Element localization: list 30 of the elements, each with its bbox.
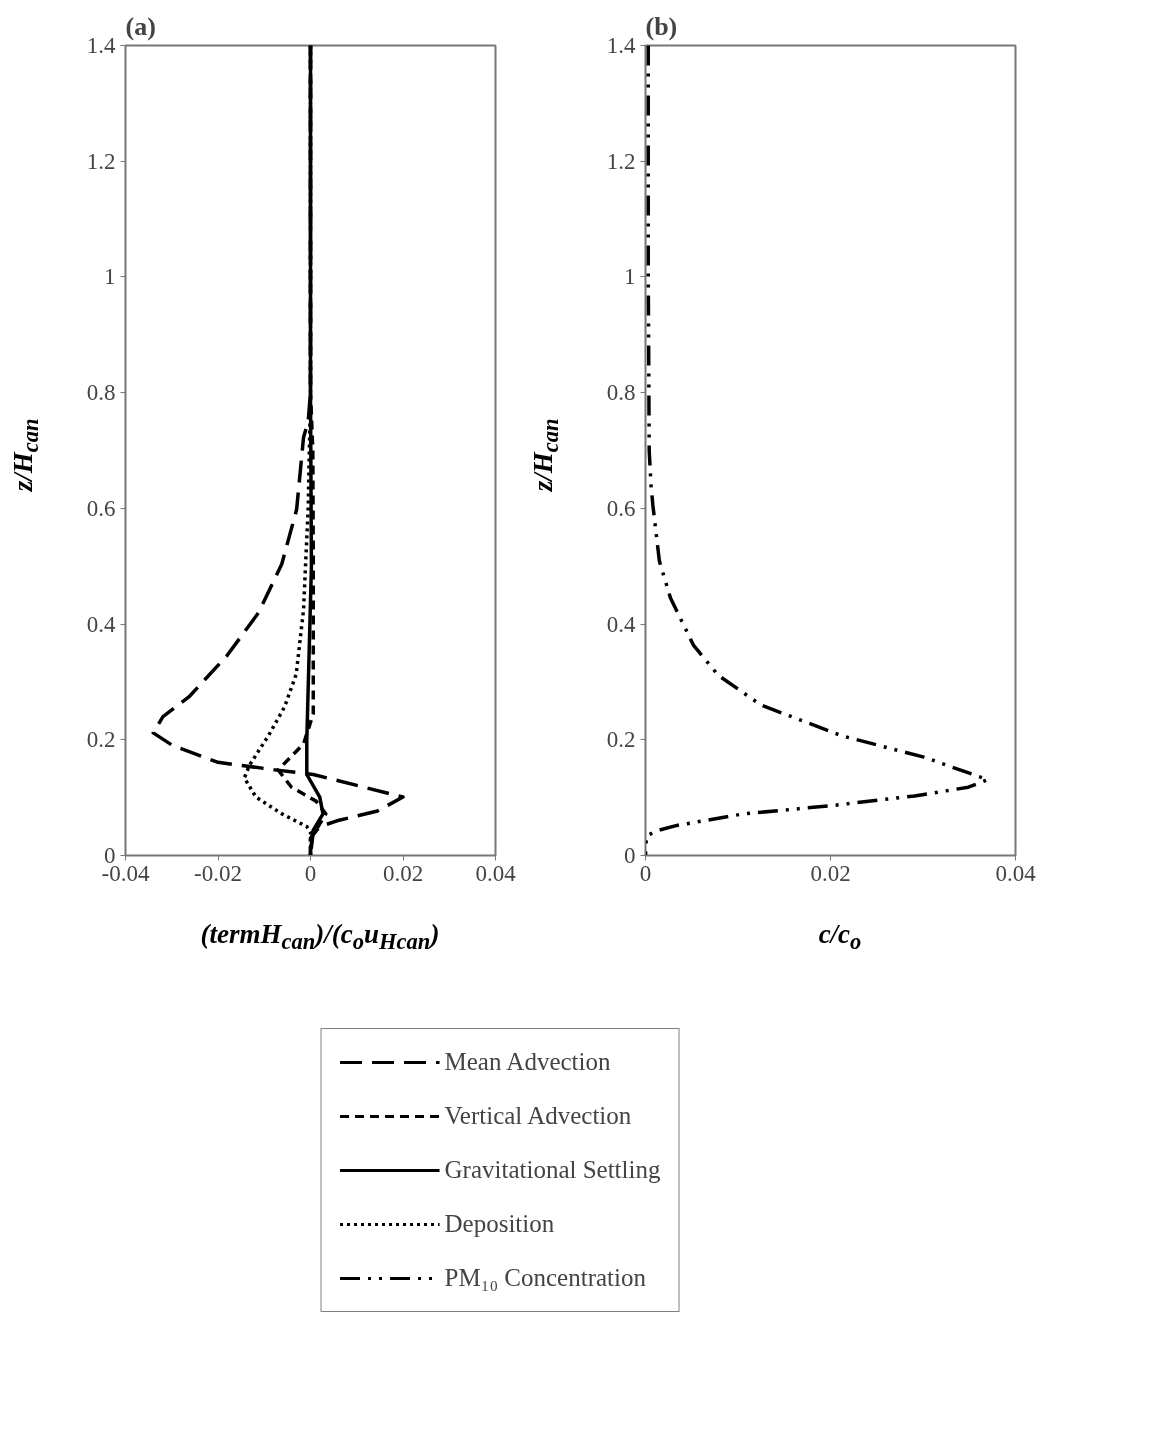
- y-tick-label: 0.8: [86, 380, 116, 406]
- x-tick-label: 0.04: [475, 860, 517, 886]
- x-tick-label: -0.02: [194, 860, 242, 886]
- x-tick-label: 0.04: [995, 860, 1037, 886]
- y-tick-label: 1.4: [86, 33, 116, 58]
- y-tick-label: 0.2: [606, 727, 636, 753]
- x-axis-title: c/c$_{o}$: [818, 918, 862, 957]
- y-tick-label: 0.6: [86, 495, 116, 521]
- y-tick-label: 0.6: [606, 495, 636, 521]
- legend-label: Mean Advection: [444, 1048, 611, 1076]
- x-tick-label: 0.02: [810, 860, 851, 886]
- y-tick-label: 1.2: [606, 148, 636, 174]
- legend-label: Vertical Advection: [444, 1102, 632, 1130]
- y-tick-label: 1.2: [86, 148, 116, 174]
- y-tick-label: 0.2: [86, 727, 116, 753]
- y-tick-label: 0.8: [606, 380, 636, 406]
- y-tick-label: 0: [624, 843, 636, 868]
- chart-title: (b): [645, 11, 678, 41]
- legend-label: Gravitational Settling: [444, 1156, 661, 1184]
- x-axis-title: (termH$_{can}$)/(c$_{o}$u$_{Hcan}$): [200, 918, 440, 957]
- chart-title: (a): [125, 11, 156, 41]
- legend-label: Deposition: [444, 1210, 555, 1238]
- y-tick-label: 0.4: [86, 611, 116, 637]
- x-tick-label: 0: [304, 860, 317, 886]
- y-tick-label: 1: [104, 264, 116, 290]
- y-tick-label: 0.4: [606, 611, 636, 637]
- text: PM₁₀ Concentration: [444, 1264, 646, 1292]
- x-tick-label: 0.02: [382, 860, 424, 886]
- y-tick-label: 1.4: [606, 33, 636, 58]
- y-tick-label: 1: [624, 264, 636, 290]
